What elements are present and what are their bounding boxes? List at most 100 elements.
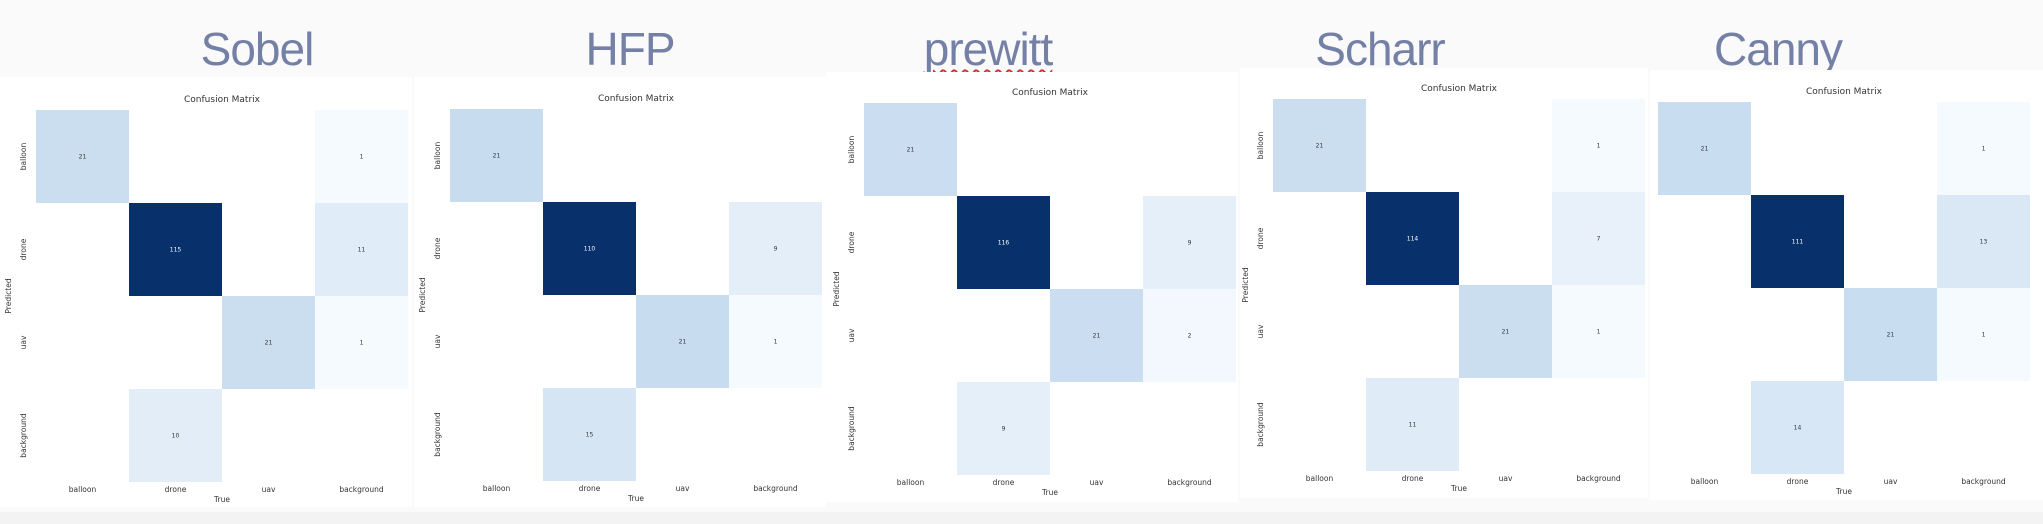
x-axis-label: True xyxy=(1450,484,1467,493)
y-tick-label: balloon xyxy=(19,143,28,171)
y-axis-label: Predicted xyxy=(418,277,427,312)
cell-value-label: 1 xyxy=(1982,146,1986,153)
y-tick-label: drone xyxy=(1256,227,1265,249)
cell-value-label: 111 xyxy=(1792,239,1804,246)
x-tick-label: background xyxy=(1167,478,1212,487)
footer-band xyxy=(0,512,2043,524)
cell-value-label: 1 xyxy=(1982,332,1986,339)
heatmap-cell xyxy=(1937,102,2030,195)
x-tick-label: balloon xyxy=(1691,477,1719,486)
y-tick-label: background xyxy=(19,413,28,458)
y-tick-label: balloon xyxy=(433,142,442,170)
heatmap-cell xyxy=(1552,99,1645,192)
y-tick-label: background xyxy=(1256,402,1265,447)
heatmap-cell xyxy=(864,103,957,196)
heatmap-cell xyxy=(1552,192,1645,285)
chart-title: Confusion Matrix xyxy=(184,95,261,105)
heatmap-cell xyxy=(957,382,1050,475)
heatmap-cell xyxy=(315,110,408,203)
heatmap-cell xyxy=(957,196,1050,289)
heatmap-cell xyxy=(636,295,729,388)
y-tick-label: uav xyxy=(847,328,856,342)
x-tick-label: drone xyxy=(993,478,1015,487)
method-title-sobel: Sobel xyxy=(200,23,315,75)
chart-title: Confusion Matrix xyxy=(1421,84,1498,94)
x-axis-label: True xyxy=(1835,487,1852,496)
chart-title: Confusion Matrix xyxy=(1012,88,1089,98)
heatmap-cell xyxy=(1751,195,1844,288)
heatmap-cell xyxy=(222,296,315,389)
cell-value-label: 11 xyxy=(358,247,366,254)
confusion-matrix-canny: Confusion Matrix 21 1 111 13 21 1 14 balloon dron… xyxy=(1650,70,2043,500)
heatmap-cell xyxy=(1937,288,2030,381)
cell-value-label: 11 xyxy=(1409,422,1417,429)
cell-value-label: 21 xyxy=(907,147,915,154)
y-tick-label: drone xyxy=(433,237,442,259)
method-title-prewitt: prewitt xyxy=(923,23,1053,75)
y-tick-label: drone xyxy=(847,231,856,253)
heatmap-cell xyxy=(1844,288,1937,381)
confusion-matrix-prewitt: Confusion Matrix 21 116 9 21 2 9 balloon drone ua… xyxy=(826,72,1238,502)
y-tick-label: uav xyxy=(19,335,28,349)
method-title-hfp: HFP xyxy=(585,23,676,75)
cell-value-label: 21 xyxy=(679,339,687,346)
heatmap-cell xyxy=(1143,196,1236,289)
heatmap-cell xyxy=(1273,99,1366,192)
cell-value-label: 21 xyxy=(1502,329,1510,336)
confusion-matrix-hfp: Confusion Matrix 21 110 9 21 1 15 balloon drone u… xyxy=(414,77,826,507)
x-tick-label: uav xyxy=(1884,477,1898,486)
x-tick-label: uav xyxy=(1499,474,1513,483)
x-axis-label: True xyxy=(627,494,644,503)
heatmap-cell xyxy=(543,202,636,295)
y-tick-label: uav xyxy=(1256,324,1265,338)
x-tick-label: drone xyxy=(579,484,601,493)
x-tick-label: balloon xyxy=(69,485,97,494)
y-axis-label: Predicted xyxy=(832,271,841,306)
x-tick-label: balloon xyxy=(1306,474,1334,483)
x-tick-label: uav xyxy=(262,485,276,494)
heatmap-svg: Confusion Matrix 21 110 9 21 1 15 balloon drone u… xyxy=(418,94,822,503)
cell-value-label: 9 xyxy=(1188,240,1192,247)
cell-value-label: 21 xyxy=(1701,146,1709,153)
cell-value-label: 110 xyxy=(584,246,596,253)
heatmap-svg: Confusion Matrix 21 1 115 11 21 1 10 balloon dron… xyxy=(4,95,408,504)
cell-value-label: 21 xyxy=(1093,333,1101,340)
heatmap-cell xyxy=(1366,192,1459,285)
cell-value-label: 1 xyxy=(360,154,364,161)
cell-value-label: 1 xyxy=(1597,329,1601,336)
confusion-matrix-scharr: Confusion Matrix 21 1 114 7 21 1 11 balloon drone… xyxy=(1240,68,1648,498)
cell-value-label: 114 xyxy=(1407,236,1419,243)
heatmap-cell xyxy=(1050,289,1143,382)
x-tick-label: background xyxy=(1961,477,2006,486)
heatmap-cell xyxy=(129,389,222,482)
x-axis-label: True xyxy=(1041,488,1058,497)
cell-value-label: 15 xyxy=(586,432,594,439)
heatmap-cell xyxy=(129,203,222,296)
heatmap-cell xyxy=(1143,289,1236,382)
heatmap-cell xyxy=(729,202,822,295)
cell-value-label: 21 xyxy=(1316,143,1324,150)
x-tick-label: background xyxy=(1576,474,1621,483)
heatmap-cell xyxy=(1459,285,1552,378)
cell-value-label: 13 xyxy=(1980,239,1988,246)
heatmap-cell xyxy=(729,295,822,388)
cell-value-label: 2 xyxy=(1188,333,1192,340)
y-axis-label: Predicted xyxy=(4,278,13,313)
x-tick-label: background xyxy=(753,484,798,493)
x-tick-label: balloon xyxy=(897,478,925,487)
cell-value-label: 21 xyxy=(79,154,87,161)
heatmap-cell xyxy=(315,203,408,296)
cell-value-label: 1 xyxy=(360,340,364,347)
x-tick-label: drone xyxy=(1787,477,1809,486)
cell-value-label: 10 xyxy=(172,433,180,440)
heatmap-cell xyxy=(543,388,636,481)
heatmap-cell xyxy=(450,109,543,202)
cell-value-label: 9 xyxy=(774,246,778,253)
y-tick-label: uav xyxy=(433,334,442,348)
heatmap-cell xyxy=(315,296,408,389)
y-tick-label: background xyxy=(433,412,442,457)
cell-value-label: 21 xyxy=(1887,332,1895,339)
cell-value-label: 115 xyxy=(170,247,182,254)
